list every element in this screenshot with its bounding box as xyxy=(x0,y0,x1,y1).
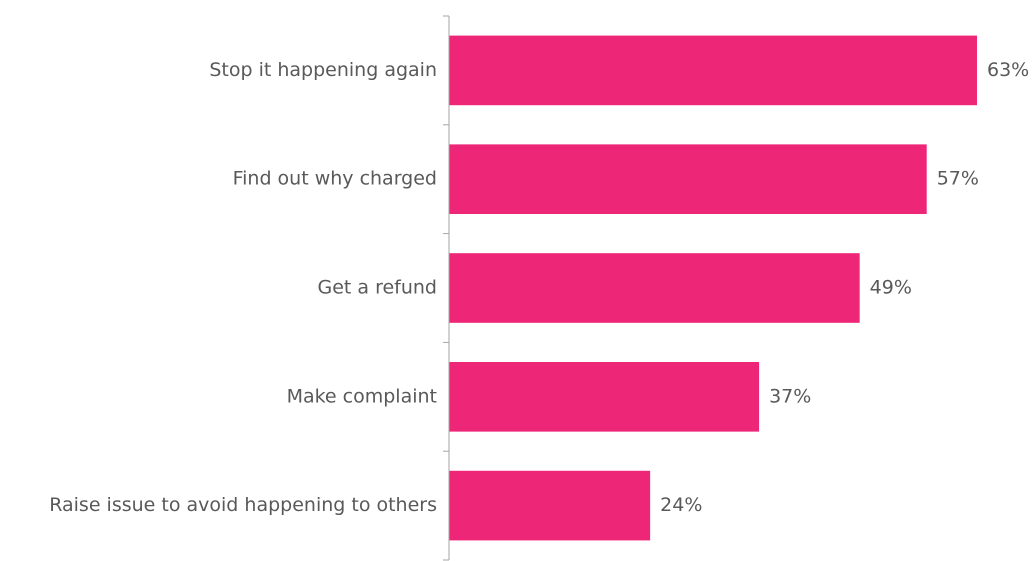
data-label: 24% xyxy=(660,494,702,516)
bars-layer xyxy=(449,35,977,541)
bar xyxy=(449,470,651,541)
data-label: 49% xyxy=(870,277,912,299)
bar xyxy=(449,144,927,215)
bar xyxy=(449,361,760,432)
labels-layer: Stop it happening again 63% Find out why c… xyxy=(49,59,1029,516)
data-label: 37% xyxy=(769,385,811,407)
bar xyxy=(449,253,860,323)
axis-layer xyxy=(443,15,450,561)
data-label: 63% xyxy=(987,59,1029,81)
category-label: Stop it happening again xyxy=(209,59,437,81)
category-label: Get a refund xyxy=(317,277,437,299)
data-label: 57% xyxy=(937,168,979,190)
bar xyxy=(449,35,977,106)
category-label: Make complaint xyxy=(287,385,437,407)
category-label: Find out why charged xyxy=(233,168,437,190)
category-label: Raise issue to avoid happening to others xyxy=(49,494,437,516)
